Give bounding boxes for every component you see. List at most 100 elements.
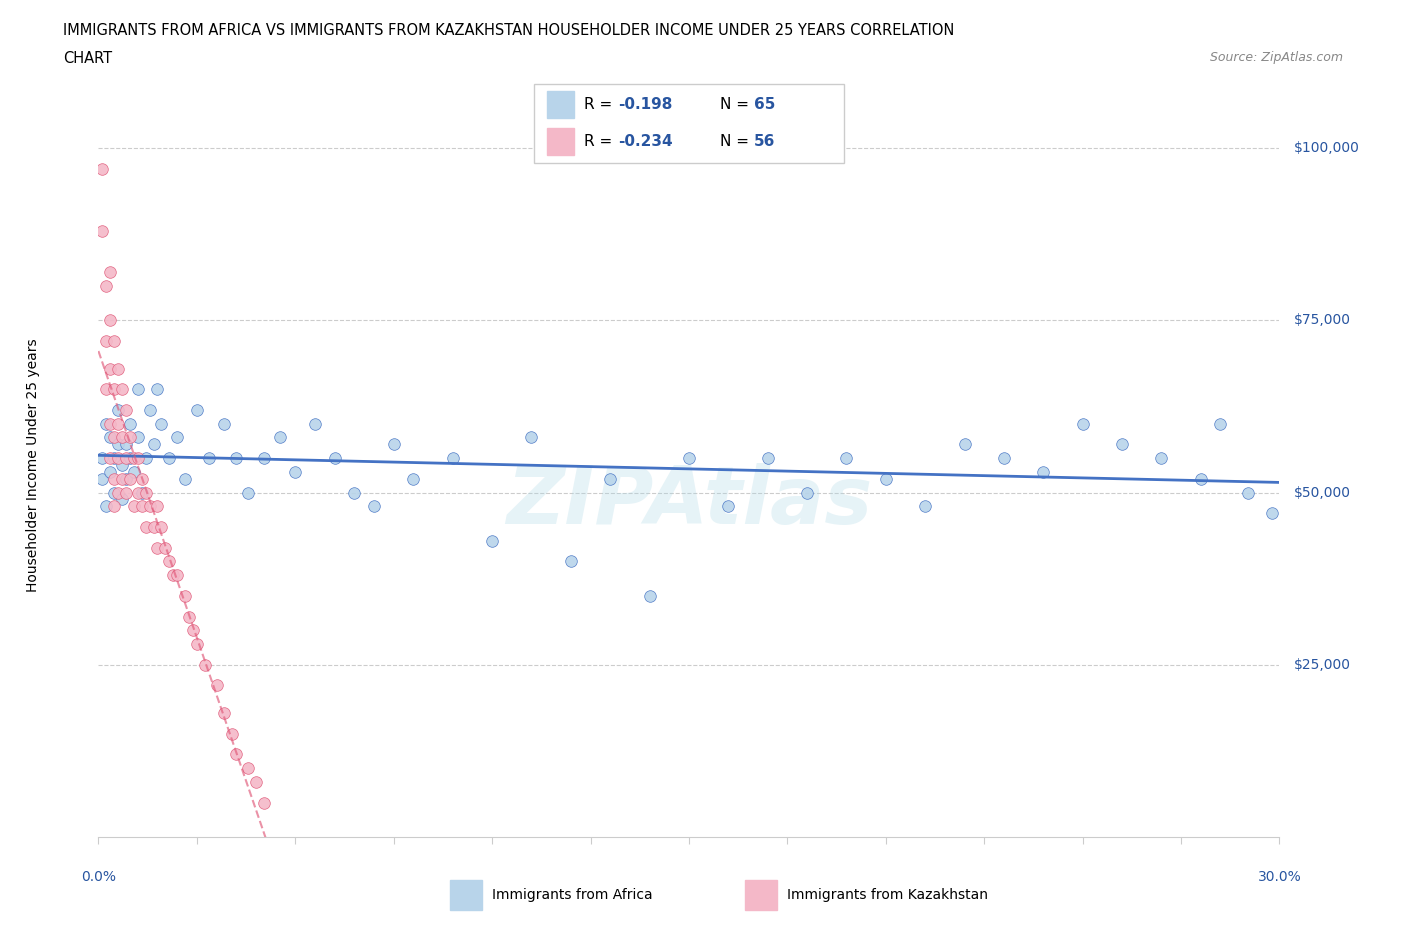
Point — [107, 451, 129, 466]
Point — [107, 417, 129, 432]
Point — [1189, 472, 1212, 486]
Point — [678, 451, 700, 466]
Text: Householder Income Under 25 years: Householder Income Under 25 years — [27, 339, 41, 591]
Point — [103, 334, 125, 349]
Point — [96, 334, 118, 349]
Point — [115, 403, 138, 418]
Point — [186, 637, 208, 652]
Text: 30.0%: 30.0% — [1257, 870, 1302, 884]
Text: R =: R = — [583, 134, 617, 149]
Point — [127, 485, 149, 500]
Point — [194, 658, 217, 672]
Bar — [745, 881, 778, 910]
Point — [98, 451, 121, 466]
Point — [717, 498, 740, 513]
Point — [1260, 506, 1282, 521]
Point — [111, 382, 134, 397]
Point — [135, 485, 157, 500]
Text: 0.0%: 0.0% — [82, 870, 115, 884]
Point — [122, 464, 145, 479]
Point — [118, 417, 141, 432]
Point — [875, 472, 897, 486]
Text: 65: 65 — [754, 97, 775, 112]
Point — [245, 775, 267, 790]
Point — [98, 312, 121, 327]
Point — [103, 485, 125, 500]
Point — [1150, 451, 1173, 466]
Point — [111, 472, 134, 486]
Point — [103, 382, 125, 397]
Point — [1237, 485, 1260, 500]
Point — [441, 451, 464, 466]
Point — [146, 498, 169, 513]
Text: Immigrants from Africa: Immigrants from Africa — [492, 888, 652, 902]
Point — [205, 678, 228, 693]
Point — [284, 464, 307, 479]
Point — [107, 403, 129, 418]
Point — [103, 472, 125, 486]
Point — [162, 568, 184, 583]
Point — [103, 430, 125, 445]
Point — [118, 430, 141, 445]
Point — [520, 430, 543, 445]
Point — [131, 498, 153, 513]
Point — [323, 451, 346, 466]
Point — [115, 472, 138, 486]
Point — [599, 472, 621, 486]
Point — [135, 520, 157, 535]
Point — [142, 437, 165, 452]
Point — [157, 451, 180, 466]
Point — [343, 485, 366, 500]
Point — [1071, 417, 1094, 432]
Point — [98, 265, 121, 280]
Point — [174, 589, 197, 604]
Point — [269, 430, 291, 445]
Point — [98, 417, 121, 432]
Text: Immigrants from Kazakhstan: Immigrants from Kazakhstan — [787, 888, 988, 902]
Point — [835, 451, 858, 466]
Point — [174, 472, 197, 486]
Point — [560, 554, 582, 569]
Bar — [450, 881, 481, 910]
Point — [96, 498, 118, 513]
Text: ZIPAtlas: ZIPAtlas — [506, 463, 872, 541]
Point — [138, 403, 160, 418]
Point — [155, 540, 177, 555]
Text: -0.234: -0.234 — [617, 134, 672, 149]
Point — [1209, 417, 1232, 432]
Point — [98, 430, 121, 445]
Point — [481, 533, 503, 548]
Point — [107, 485, 129, 500]
Point — [127, 430, 149, 445]
Text: N =: N = — [720, 134, 754, 149]
Point — [221, 726, 243, 741]
Point — [122, 498, 145, 513]
Point — [638, 589, 661, 604]
Point — [214, 706, 236, 721]
Point — [103, 498, 125, 513]
Point — [111, 458, 134, 472]
Point — [157, 554, 180, 569]
Point — [142, 520, 165, 535]
Point — [225, 747, 247, 762]
Point — [107, 437, 129, 452]
Point — [127, 451, 149, 466]
Point — [1111, 437, 1133, 452]
Point — [103, 451, 125, 466]
Point — [111, 492, 134, 507]
Point — [150, 417, 173, 432]
Point — [91, 451, 114, 466]
Point — [1032, 464, 1054, 479]
Point — [98, 361, 121, 376]
Text: Source: ZipAtlas.com: Source: ZipAtlas.com — [1209, 51, 1343, 64]
Point — [91, 472, 114, 486]
Point — [166, 430, 188, 445]
Point — [115, 485, 138, 500]
FancyBboxPatch shape — [534, 84, 844, 163]
Point — [135, 451, 157, 466]
Point — [91, 223, 114, 238]
Point — [138, 498, 160, 513]
Text: 56: 56 — [754, 134, 775, 149]
Point — [304, 417, 326, 432]
Text: N =: N = — [720, 97, 754, 112]
